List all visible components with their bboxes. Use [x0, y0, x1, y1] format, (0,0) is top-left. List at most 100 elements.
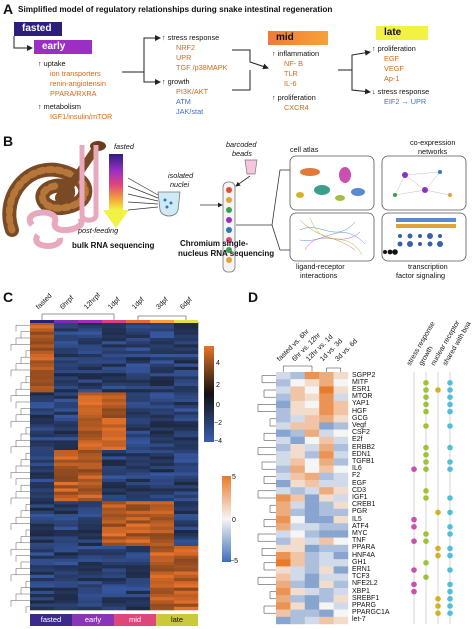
- pathway-membership-dot: [435, 387, 441, 393]
- heatmap-cell: [78, 421, 103, 425]
- heatmap-cell: [319, 487, 334, 495]
- heatmap-cell: [319, 616, 334, 625]
- heatmap-cell: [290, 544, 305, 553]
- heatmap-cell: [54, 507, 79, 512]
- heatmap-cell: [174, 334, 199, 339]
- pathway-membership-dot: [423, 538, 429, 544]
- heatmap-cell: [78, 427, 103, 432]
- heatmap-cell: [174, 520, 199, 524]
- heatmap-cell: [78, 584, 103, 588]
- heatmap-cell: [54, 437, 79, 441]
- gene-label: Vegf: [352, 421, 367, 429]
- heatmap-cell: [54, 488, 79, 492]
- heatmap-cell: [78, 565, 103, 569]
- heatmap-cell: [54, 366, 79, 371]
- heatmap-cell: [54, 568, 79, 572]
- heatmap-cell: [78, 379, 103, 384]
- heatmap-cell: [102, 584, 127, 588]
- pathway-membership-dot: [435, 545, 441, 552]
- heatmap-cell: [78, 504, 103, 508]
- heatmap-cell: [150, 331, 175, 336]
- heatmap-cell: [78, 395, 103, 400]
- heatmap-cell: [30, 430, 55, 435]
- heatmap-cell: [126, 450, 151, 454]
- heatmap-cell: [54, 520, 79, 524]
- heatmap-cell: [54, 475, 79, 480]
- heatmap-cell: [150, 354, 175, 358]
- heatmap-cell: [126, 411, 151, 416]
- gene-label: ESR1: [352, 385, 371, 393]
- heatmap-cell: [174, 482, 199, 486]
- heatmap-cell: [102, 459, 127, 464]
- heatmap-cell: [174, 546, 199, 550]
- heatmap-cell: [30, 440, 55, 444]
- heatmap-cell: [150, 552, 175, 556]
- heatmap-cell: [30, 363, 55, 368]
- heatmap-cell: [333, 537, 349, 545]
- heatmap-cell: [150, 437, 175, 441]
- heatmap-cell: [150, 581, 175, 585]
- heatmap-cell: [290, 552, 305, 560]
- heatmap-cell: [78, 514, 103, 518]
- heatmap-cell: [333, 602, 349, 610]
- heatmap-cell: [30, 510, 55, 515]
- heatmap-cell: [174, 475, 199, 480]
- heatmap-cell: [78, 430, 103, 435]
- heatmap-cell: [102, 389, 127, 393]
- heatmap-cell: [319, 523, 334, 531]
- heatmap-cell: [290, 602, 305, 610]
- early-uptake-item-1: ion transporters: [50, 69, 101, 78]
- column-dendrogram: [41, 313, 187, 320]
- heatmap-cell: [78, 578, 103, 582]
- heatmap-cell: [54, 418, 79, 422]
- gene-label: ATF4: [352, 522, 369, 530]
- mid-proliferation-header: ↑ proliferation: [272, 93, 316, 102]
- ligand-receptor-label-2: interactions: [300, 271, 338, 280]
- heatmap-cell: [333, 609, 349, 617]
- heatmap-cell: [102, 414, 127, 419]
- heatmap-cell: [126, 478, 151, 483]
- heatmap-cell: [174, 523, 199, 528]
- heatmap-cell: [174, 533, 199, 537]
- gene-label: PPARG: [352, 601, 376, 609]
- pathway-membership-dot: [447, 603, 453, 609]
- heatmap-cell: [126, 421, 151, 425]
- heatmap-cell: [54, 386, 79, 390]
- heatmap-cell: [276, 602, 291, 610]
- heatmap-cell: [174, 498, 199, 502]
- heatmap-cell: [78, 498, 103, 502]
- heatmap-cell: [276, 379, 291, 387]
- heatmap-cell: [174, 459, 199, 464]
- heatmap-cell: [30, 331, 55, 336]
- heatmap-cell: [78, 581, 103, 585]
- heatmap-cell: [54, 549, 79, 553]
- pathway-membership-dot: [411, 466, 417, 473]
- pathway-membership-dot: [447, 495, 453, 501]
- heatmap-cell: [333, 451, 349, 459]
- heatmap-cell: [30, 392, 55, 396]
- heatmap-cell: [78, 386, 103, 390]
- heatmap-cell: [30, 456, 55, 460]
- heatmap-cell: [126, 578, 151, 582]
- heatmap-cell: [290, 523, 305, 531]
- heatmap-cell: [78, 536, 103, 540]
- heatmap-cell: [30, 539, 55, 544]
- chromium-label-1: Chromium single-: [180, 239, 249, 248]
- heatmap-cell: [102, 370, 127, 374]
- heatmap-cell: [150, 549, 175, 553]
- gene-label: ERBB2: [352, 443, 375, 451]
- heatmap-cell: [150, 338, 175, 342]
- heatmap-cell: [30, 485, 55, 489]
- heatmap-cell: [319, 386, 334, 394]
- d-color-legend: [222, 476, 231, 562]
- gene-label: PGR: [352, 508, 368, 516]
- heatmap-cell: [54, 357, 79, 361]
- heatmap-cell: [30, 334, 55, 339]
- heatmap-cell: [333, 544, 349, 553]
- heatmap-cell: [102, 402, 127, 406]
- heatmap-cell: [319, 537, 334, 545]
- pathway-membership-dot: [423, 394, 429, 401]
- heatmap-cell: [333, 400, 349, 409]
- heatmap-cell: [78, 466, 103, 470]
- heatmap-cell: [54, 459, 79, 464]
